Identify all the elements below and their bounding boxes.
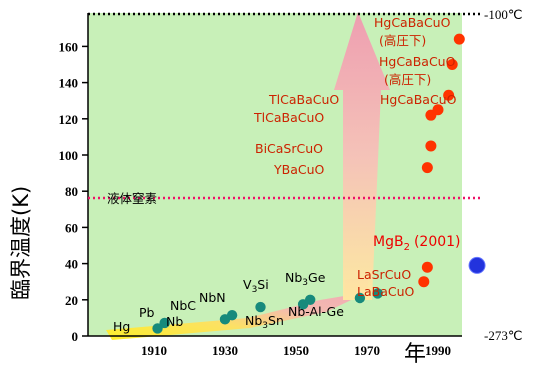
y-axis-title: 臨界温度(K)	[9, 186, 33, 300]
y-tick-label: 0	[72, 329, 79, 344]
x-tick-label: 1970	[354, 343, 380, 358]
data-point	[421, 261, 433, 273]
label-tlcabacuo-1: TlCaBaCuO	[253, 110, 324, 125]
data-point	[255, 301, 266, 313]
label-tlcabacuo-2: TlCaBaCuO	[268, 92, 339, 107]
y-tick-label: 160	[59, 39, 79, 54]
label-nb3sn: Nb3Sn	[245, 313, 284, 331]
label-hgcabacuo-3: HgCaBaCuO	[374, 15, 451, 30]
label-ybacuo: YBaCuO	[273, 162, 325, 177]
lower-temp-label: -273℃	[484, 328, 522, 343]
label-nb: Nb	[166, 314, 183, 329]
y-tick-label: 100	[59, 148, 79, 163]
label-nb3ge: Nb3Ge	[285, 270, 326, 288]
x-tick-label: 1910	[141, 343, 167, 358]
label-pb: Pb	[139, 305, 155, 320]
y-tick-label: 20	[65, 293, 78, 308]
data-point	[443, 89, 455, 101]
label-hgcabacuo-2: HgCaBaCuO	[379, 54, 456, 69]
data-point	[453, 33, 465, 45]
trend-arrow-upper	[334, 12, 390, 300]
label-mgb2: MgB2 (2001)	[373, 234, 461, 253]
x-axis-title: 年	[404, 342, 426, 367]
label-hg: Hg	[113, 319, 130, 334]
label-bicasrcuo: BiCaSrCuO	[255, 141, 323, 156]
trend-arrow-lower	[106, 277, 368, 340]
data-point	[446, 59, 458, 70]
label-pressure-1: (高圧下)	[379, 33, 426, 48]
data-point	[468, 256, 486, 274]
y-tick-label: 120	[59, 112, 79, 127]
data-point	[421, 162, 433, 174]
ln2-label: 液体窒素	[107, 191, 157, 206]
label-hgcabacuo-1: HgCaBaCuO	[380, 92, 457, 107]
y-tick-label: 80	[65, 184, 78, 199]
y-tick-label: 140	[59, 76, 79, 91]
x-tick-label: 1990	[425, 343, 451, 358]
label-lasrcuo: LaSrCuO	[357, 267, 411, 282]
plot-area	[88, 13, 462, 336]
data-point	[305, 294, 316, 305]
label-pressure-2: (高圧下)	[384, 72, 431, 87]
data-point	[226, 309, 238, 321]
ticks-layer: 0 20 40 60 80 100 120 140 160 1910 1930 1950 1970 199…	[59, 39, 452, 358]
y-tick-label: 40	[65, 257, 78, 272]
label-labacuo: LaBaCuO	[357, 284, 415, 299]
data-point	[152, 323, 163, 334]
label-nbc: NbC	[170, 298, 196, 313]
points-layer	[152, 33, 486, 334]
data-point	[425, 140, 437, 152]
label-v3si: V3Si	[243, 277, 269, 295]
data-point	[418, 276, 430, 288]
data-point	[354, 292, 366, 304]
x-tick-label: 1950	[283, 343, 309, 358]
data-point	[432, 104, 444, 116]
data-point	[372, 288, 383, 299]
x-tick-label: 1930	[212, 343, 238, 358]
label-nbalge: Nb-Al-Ge	[288, 304, 344, 319]
y-tick-label: 60	[65, 220, 78, 235]
upper-temp-label: -100℃	[484, 7, 522, 22]
label-nbn: NbN	[199, 290, 226, 305]
data-point	[159, 317, 170, 329]
